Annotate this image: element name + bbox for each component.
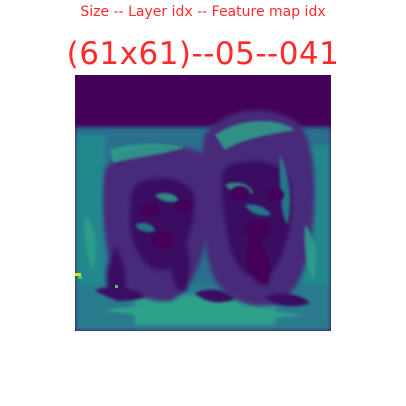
feature-map-canvas [75, 75, 331, 331]
feature-map-title: (61x61)--05--041 [66, 36, 340, 72]
subtitle-legend: Size -- Layer idx -- Feature map idx [80, 4, 326, 20]
feature-map-image [75, 75, 331, 331]
